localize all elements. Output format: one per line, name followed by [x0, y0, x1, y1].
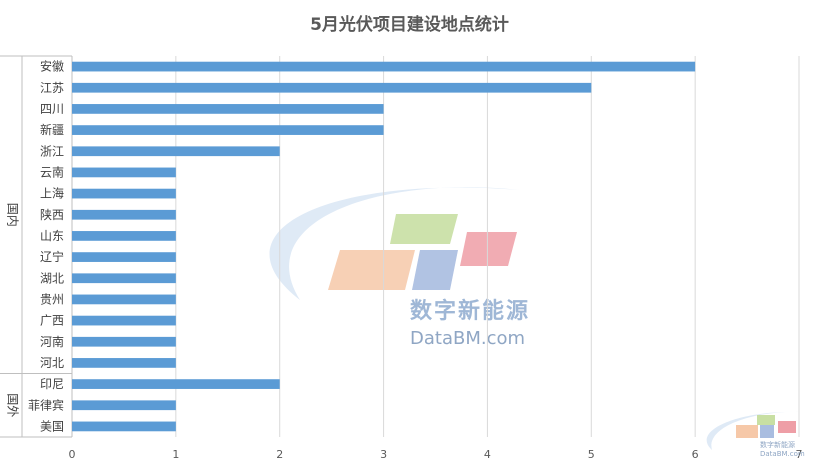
category-label: 河北 — [40, 356, 64, 370]
category-label: 贵州 — [40, 292, 64, 306]
category-label: 广西 — [40, 314, 64, 328]
watermark-tile-red — [460, 232, 517, 266]
bar — [72, 146, 280, 157]
bar — [72, 231, 176, 241]
corner-logo-tile-green — [757, 415, 775, 425]
x-tick-label: 6 — [692, 448, 699, 461]
category-label: 浙江 — [40, 144, 64, 158]
bar — [72, 294, 176, 305]
corner-logo-swoosh — [706, 411, 800, 450]
category-label: 菲律宾 — [28, 397, 64, 412]
x-tick-label: 1 — [172, 448, 179, 461]
bar — [72, 336, 176, 347]
bar — [72, 315, 176, 326]
group-label: 国内 — [6, 203, 20, 227]
bar — [72, 273, 176, 284]
x-tick-label: 3 — [380, 448, 387, 461]
group-label: 国外 — [6, 393, 20, 417]
x-tick-label: 5 — [588, 448, 595, 461]
bar — [72, 209, 176, 220]
x-tick-label: 7 — [796, 448, 803, 461]
category-label: 河南 — [40, 334, 64, 349]
watermark-tile-orange — [328, 250, 415, 290]
category-label: 印尼 — [40, 377, 64, 391]
bar — [72, 167, 176, 178]
chart-title: 5月光伏项目建设地点统计 — [310, 15, 509, 35]
category-label: 云南 — [40, 164, 64, 179]
x-tick-label: 4 — [484, 448, 491, 461]
watermark-tile-blue — [412, 250, 458, 290]
bar — [72, 82, 592, 93]
gridlines — [71, 56, 800, 437]
corner-logo-brand-en: DataBM.com — [760, 450, 805, 458]
category-label: 上海 — [40, 186, 64, 201]
bar — [72, 125, 384, 135]
x-tick-label: 2 — [276, 448, 283, 461]
bar — [72, 400, 176, 411]
category-label: 新疆 — [40, 122, 64, 137]
bar — [72, 188, 176, 199]
corner-logo-tile-red — [778, 421, 796, 433]
bars — [72, 61, 696, 432]
bar — [72, 421, 176, 432]
x-tick-label: 0 — [69, 448, 76, 461]
corner-logo-brand-cn: 数字新能源 — [760, 440, 795, 449]
category-label: 四川 — [40, 102, 64, 116]
watermark-brand-cn: 数字新能源 — [410, 298, 530, 324]
bar — [72, 61, 696, 72]
bar — [72, 379, 280, 389]
category-label: 湖北 — [40, 270, 64, 285]
category-label: 山东 — [40, 229, 64, 243]
watermark-tile-green — [390, 214, 458, 244]
watermark: 数字新能源 DataBM.com — [269, 187, 530, 349]
bar — [72, 358, 176, 368]
corner-logo-tile-blue — [760, 425, 774, 438]
category-label: 陕西 — [40, 207, 64, 222]
category-label: 美国 — [40, 419, 64, 433]
bar — [72, 252, 176, 262]
category-label: 江苏 — [40, 81, 64, 95]
watermark-brand-en: DataBM.com — [410, 328, 525, 349]
x-axis-ticks: 0 1 2 3 4 5 6 7 — [69, 448, 803, 461]
corner-logo-tile-orange — [736, 425, 758, 438]
category-label: 辽宁 — [40, 249, 64, 264]
category-label: 安徽 — [40, 59, 64, 74]
bar — [72, 104, 384, 114]
